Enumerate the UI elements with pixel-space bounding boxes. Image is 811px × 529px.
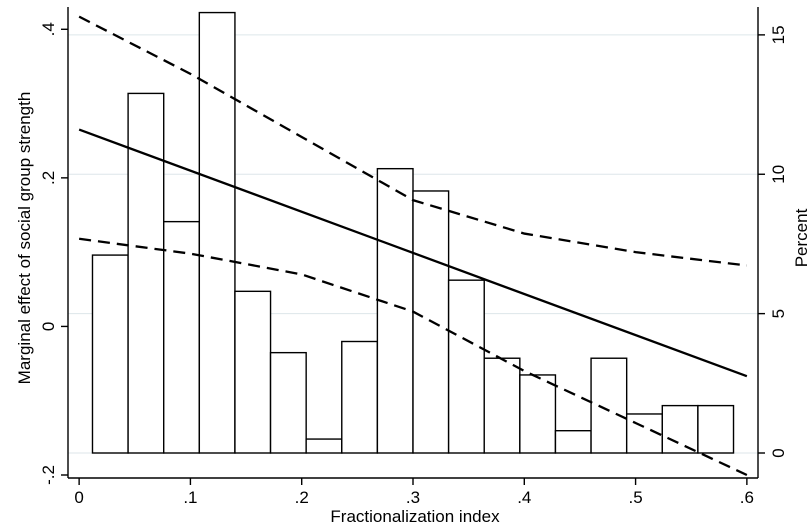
- histogram-bar: [91, 254, 129, 454]
- x-tick-label: .6: [740, 488, 754, 507]
- y-left-tick-label: .2: [39, 171, 58, 185]
- confidence-bound-line: [78, 15, 748, 267]
- x-tick-label: .1: [183, 488, 197, 507]
- x-tick-label: 0: [74, 488, 83, 507]
- y-axis-right-title: Percent: [792, 208, 811, 267]
- y-left-tick-label: -.2: [39, 465, 58, 485]
- histogram-bar: [554, 430, 592, 454]
- y-right-tick-label: 10: [769, 165, 788, 184]
- histogram-bar: [590, 357, 628, 454]
- histogram-bar: [483, 357, 521, 454]
- y-axis-left-title: Marginal effect of social group strength: [15, 92, 34, 385]
- y-right-tick-label: 0: [769, 448, 788, 457]
- histogram-bar: [447, 279, 485, 454]
- marginal-effect-line: [78, 128, 748, 378]
- histogram-bar: [376, 167, 414, 454]
- histogram-bar: [198, 11, 236, 454]
- histogram-bar: [127, 92, 165, 454]
- confidence-bound-line: [78, 237, 748, 477]
- x-axis-title: Fractionalization index: [330, 507, 500, 526]
- y-left-tick-label: 0: [39, 322, 58, 331]
- histogram-bar: [519, 374, 557, 454]
- histogram-bar: [697, 404, 735, 454]
- histogram-bar: [163, 220, 201, 454]
- y-right-tick-label: 5: [769, 309, 788, 318]
- x-tick-label: .4: [517, 488, 531, 507]
- histogram-bars: [91, 11, 735, 454]
- histogram-bar: [269, 351, 307, 454]
- x-tick-label: .5: [628, 488, 642, 507]
- axes: [61, 7, 765, 485]
- x-tick-label: .3: [406, 488, 420, 507]
- x-tick-label: .2: [295, 488, 309, 507]
- histogram-bar: [234, 290, 272, 454]
- y-right-tick-label: 15: [769, 25, 788, 44]
- y-left-tick-label: .4: [39, 22, 58, 36]
- histogram-bar: [661, 404, 699, 454]
- histogram-bar: [305, 438, 343, 454]
- tick-labels: 0 .1 .2 .3 .4 .5 .6 .4 .2 0 -.2 15 10 5 0: [39, 22, 788, 507]
- effect-lines: [78, 15, 748, 477]
- histogram-bar: [341, 340, 379, 454]
